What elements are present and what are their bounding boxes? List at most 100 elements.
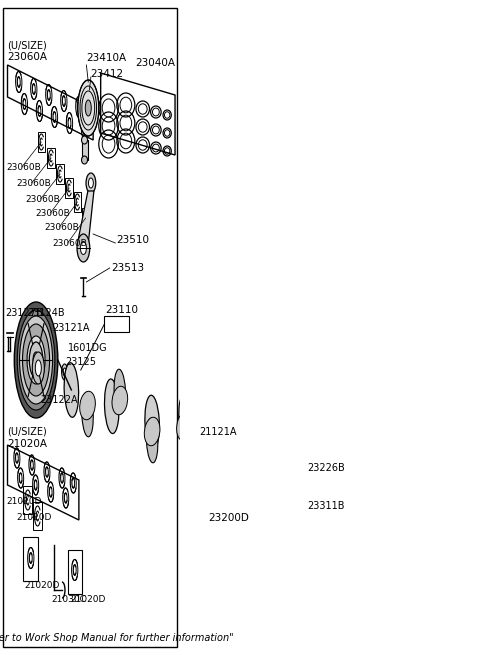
Text: 23510: 23510 — [117, 235, 149, 245]
Text: 23311B: 23311B — [307, 501, 345, 511]
Text: (U/SIZE): (U/SIZE) — [8, 427, 47, 437]
Circle shape — [319, 491, 324, 505]
Text: 23110: 23110 — [105, 305, 138, 315]
Circle shape — [36, 360, 41, 376]
Circle shape — [317, 506, 320, 514]
Text: "Please refer to Work Shop Manual for further information": "Please refer to Work Shop Manual for fu… — [0, 633, 234, 643]
Circle shape — [261, 537, 265, 547]
Circle shape — [33, 352, 39, 368]
Circle shape — [253, 465, 272, 515]
Circle shape — [32, 352, 44, 384]
Text: 23121A: 23121A — [53, 323, 90, 333]
Ellipse shape — [86, 173, 96, 193]
Ellipse shape — [146, 418, 158, 463]
Text: 1601DG: 1601DG — [68, 343, 108, 353]
Circle shape — [234, 412, 292, 568]
Ellipse shape — [185, 411, 200, 466]
Ellipse shape — [114, 369, 126, 414]
Text: 23060B: 23060B — [53, 238, 87, 248]
Ellipse shape — [80, 391, 96, 420]
Bar — [24, 537, 38, 581]
Bar — [37, 132, 45, 152]
Ellipse shape — [179, 395, 190, 440]
Ellipse shape — [80, 242, 86, 255]
Ellipse shape — [88, 178, 93, 188]
Ellipse shape — [144, 417, 160, 446]
Text: 23200D: 23200D — [208, 513, 249, 523]
Circle shape — [85, 100, 91, 116]
Text: 23060A: 23060A — [8, 52, 48, 62]
Circle shape — [323, 482, 325, 489]
Circle shape — [317, 482, 320, 489]
Circle shape — [281, 485, 284, 495]
Bar — [73, 192, 81, 212]
Text: 23410A: 23410A — [86, 53, 127, 63]
Circle shape — [228, 424, 252, 488]
Text: 23060B: 23060B — [36, 208, 70, 217]
Text: 23125: 23125 — [65, 357, 96, 367]
Circle shape — [234, 442, 245, 470]
Text: 23060B: 23060B — [16, 179, 51, 187]
Text: 21020D: 21020D — [70, 595, 105, 603]
Text: 23060B: 23060B — [25, 195, 60, 204]
Circle shape — [78, 80, 99, 136]
Bar — [65, 178, 73, 198]
Circle shape — [275, 448, 278, 458]
Polygon shape — [78, 191, 94, 253]
Bar — [68, 550, 82, 594]
Bar — [82, 140, 87, 160]
Ellipse shape — [226, 428, 240, 482]
Circle shape — [237, 449, 242, 463]
Circle shape — [241, 485, 245, 495]
Circle shape — [314, 495, 317, 502]
Circle shape — [247, 522, 251, 532]
Circle shape — [23, 324, 49, 396]
Circle shape — [63, 368, 66, 376]
Ellipse shape — [82, 392, 93, 437]
Circle shape — [17, 310, 55, 410]
Ellipse shape — [82, 136, 87, 144]
Ellipse shape — [64, 363, 79, 417]
Ellipse shape — [145, 395, 159, 450]
Text: 23513: 23513 — [111, 263, 144, 273]
Text: 21030C: 21030C — [52, 595, 87, 605]
Text: 21020D: 21020D — [24, 580, 60, 590]
Text: 23060B: 23060B — [7, 162, 41, 172]
Text: 23040A: 23040A — [135, 58, 175, 68]
Circle shape — [313, 476, 329, 520]
Bar — [24, 486, 32, 514]
Text: 23124B: 23124B — [27, 308, 65, 318]
Bar — [82, 208, 89, 228]
Circle shape — [323, 506, 325, 514]
Text: 21020D: 21020D — [16, 514, 52, 523]
Text: 21020A: 21020A — [8, 439, 48, 449]
Text: 23060B: 23060B — [44, 223, 79, 231]
Circle shape — [247, 448, 251, 458]
Ellipse shape — [105, 379, 119, 434]
Ellipse shape — [82, 156, 87, 164]
Text: 23127B: 23127B — [5, 308, 43, 318]
Circle shape — [275, 522, 278, 532]
Circle shape — [237, 420, 289, 560]
Text: 23122A: 23122A — [40, 395, 77, 405]
Text: 21020D: 21020D — [7, 498, 42, 506]
Bar — [33, 502, 42, 530]
Circle shape — [261, 433, 265, 443]
Text: 21121A: 21121A — [199, 427, 237, 437]
Circle shape — [61, 364, 68, 380]
Circle shape — [29, 342, 43, 378]
Ellipse shape — [177, 412, 192, 441]
Bar — [48, 148, 55, 168]
Ellipse shape — [112, 386, 128, 415]
Text: (U/SIZE): (U/SIZE) — [8, 40, 47, 50]
Circle shape — [14, 302, 58, 418]
Circle shape — [258, 478, 267, 502]
Ellipse shape — [77, 234, 90, 262]
Circle shape — [325, 495, 328, 502]
Text: 23412: 23412 — [90, 69, 123, 79]
Bar — [105, 316, 129, 332]
Bar — [56, 164, 64, 184]
Circle shape — [27, 336, 45, 384]
Text: 23226B: 23226B — [307, 463, 345, 473]
Circle shape — [20, 316, 53, 404]
